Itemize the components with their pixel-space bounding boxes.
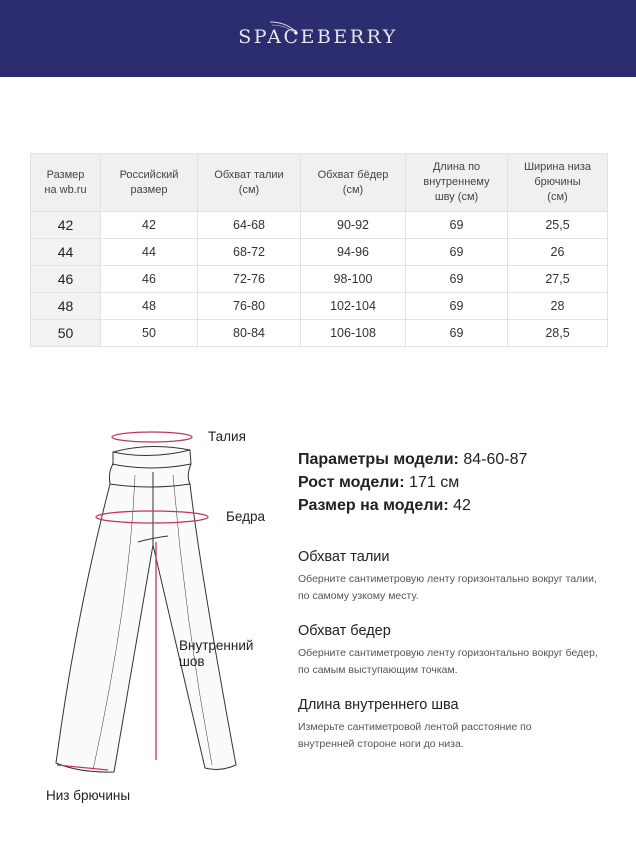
table-cell: 27,5 bbox=[507, 265, 608, 293]
table-cell: 42 bbox=[100, 211, 198, 239]
section-title: Обхват бедер bbox=[298, 623, 391, 639]
label-waist: Талия bbox=[208, 429, 246, 444]
params-label: Параметры модели: bbox=[298, 451, 459, 468]
section-title: Длина внутреннего шва bbox=[298, 697, 459, 713]
section-text: Измерьте сантиметровой лентой расстояние… bbox=[298, 721, 532, 750]
table-cell: 69 bbox=[405, 319, 508, 347]
label-hips: Бедра bbox=[226, 509, 265, 524]
size-table: Размер на wb.ru Российский размер Обхват… bbox=[30, 153, 608, 347]
table-cell: 50 bbox=[30, 319, 101, 347]
table-header-row: Размер на wb.ru Российский размер Обхват… bbox=[30, 153, 608, 212]
table-cell: 69 bbox=[405, 265, 508, 293]
table-cell: 90-92 bbox=[300, 211, 406, 239]
brand-name: SPACEBERRY bbox=[238, 26, 398, 48]
height-value: 171 см bbox=[409, 474, 460, 491]
header-cell: Ширина низа брючины (см) bbox=[507, 153, 608, 212]
params-value: 84-60-87 bbox=[463, 451, 528, 468]
table-cell: 72-76 bbox=[197, 265, 301, 293]
size-label: Размер на модели: bbox=[298, 497, 449, 514]
table-row: 46 46 72-76 98-100 69 27,5 bbox=[30, 265, 608, 293]
table-cell: 102-104 bbox=[300, 292, 406, 320]
table-cell: 46 bbox=[100, 265, 198, 293]
table-cell: 44 bbox=[100, 238, 198, 266]
table-cell: 106-108 bbox=[300, 319, 406, 347]
header-banner: SPACEBERRY bbox=[0, 0, 636, 77]
table-cell: 46 bbox=[30, 265, 101, 293]
table-cell: 80-84 bbox=[197, 319, 301, 347]
table-cell: 64-68 bbox=[197, 211, 301, 239]
table-cell: 68-72 bbox=[197, 238, 301, 266]
header-cell: Российский размер bbox=[100, 153, 198, 212]
table-row: 50 50 80-84 106-108 69 28,5 bbox=[30, 319, 608, 347]
label-inseam: Внутренний шов bbox=[179, 638, 254, 669]
table-cell: 94-96 bbox=[300, 238, 406, 266]
table-cell: 48 bbox=[30, 292, 101, 320]
table-cell: 26 bbox=[507, 238, 608, 266]
header-cell: Размер на wb.ru bbox=[30, 153, 101, 212]
section-hips: Обхват бедер Оберните сантиметровую ленту… bbox=[298, 623, 608, 679]
shooting-star-icon bbox=[269, 21, 298, 35]
table-cell: 44 bbox=[30, 238, 101, 266]
model-params: Параметры модели: 84-60-87 Рост модели: … bbox=[298, 448, 527, 517]
label-hem: Низ брючины bbox=[46, 788, 131, 803]
header-cell: Обхват бёдер (см) bbox=[300, 153, 406, 212]
table-cell: 76-80 bbox=[197, 292, 301, 320]
measurement-lines bbox=[56, 431, 209, 771]
section-inseam: Длина внутреннего шва Измерьте сантиметро… bbox=[298, 697, 548, 753]
table-cell: 28,5 bbox=[507, 319, 608, 347]
table-row: 44 44 68-72 94-96 69 26 bbox=[30, 238, 608, 266]
brand-logo: SPACEBERRY bbox=[0, 21, 636, 48]
table-row: 48 48 76-80 102-104 69 28 bbox=[30, 292, 608, 320]
table-cell: 25,5 bbox=[507, 211, 608, 239]
table-cell: 28 bbox=[507, 292, 608, 320]
size-value: 42 bbox=[453, 497, 471, 514]
height-label: Рост модели: bbox=[298, 474, 405, 491]
section-waist: Обхват талии Оберните сантиметровую ленту… bbox=[298, 549, 608, 605]
table-cell: 42 bbox=[30, 211, 101, 239]
table-cell: 69 bbox=[405, 211, 508, 239]
pants-diagram bbox=[55, 431, 237, 773]
table-row: 42 42 64-68 90-92 69 25,5 bbox=[30, 211, 608, 239]
header-cell: Длина по внутреннему шву (см) bbox=[405, 153, 508, 212]
section-title: Обхват талии bbox=[298, 549, 390, 565]
header-cell: Обхват талии (см) bbox=[197, 153, 301, 212]
table-cell: 48 bbox=[100, 292, 198, 320]
table-cell: 98-100 bbox=[300, 265, 406, 293]
table-cell: 69 bbox=[405, 292, 508, 320]
section-text: Оберните сантиметровую ленту горизонталь… bbox=[298, 647, 598, 676]
table-cell: 69 bbox=[405, 238, 508, 266]
section-text: Оберните сантиметровую ленту горизонталь… bbox=[298, 573, 597, 602]
table-cell: 50 bbox=[100, 319, 198, 347]
